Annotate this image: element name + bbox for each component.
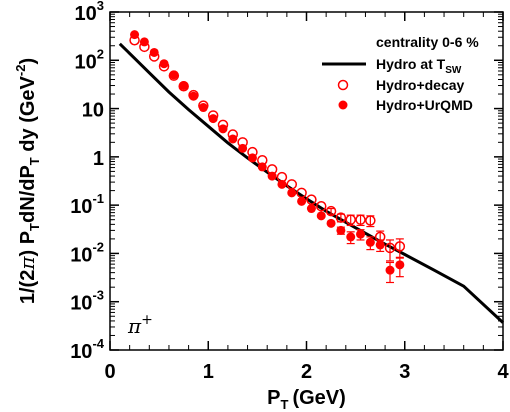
particle-annotation: π+ xyxy=(127,312,153,338)
data-point-hydro-urqmd xyxy=(287,188,297,198)
data-point-hydro-urqmd xyxy=(385,265,395,275)
data-point-hydro-urqmd xyxy=(267,171,277,181)
data-point-hydro-urqmd xyxy=(139,37,149,47)
x-axis-title: PT (GeV) xyxy=(267,387,346,412)
data-point-hydro-urqmd xyxy=(306,204,316,214)
data-point-hydro-decay xyxy=(335,212,347,223)
data-point-hydro-urqmd xyxy=(189,91,199,101)
x-tick-label: 4 xyxy=(497,361,509,383)
data-point-hydro-urqmd xyxy=(218,124,228,134)
legend-label-hydro-decay: Hydro+decay xyxy=(376,77,465,93)
y-axis-title: 1/(2π) PTdN/dPT dy (GeV-2) xyxy=(13,58,42,304)
legend-open-circle-swatch xyxy=(337,79,349,91)
x-tick-label: 2 xyxy=(301,361,312,383)
y-tick-label: 10-2 xyxy=(70,239,104,266)
y-tick-label: 10-4 xyxy=(70,336,105,363)
data-point-hydro-urqmd xyxy=(149,47,159,57)
data-point-hydro-urqmd xyxy=(159,59,169,69)
data-point-hydro-urqmd xyxy=(228,134,238,144)
y-tick-label: 102 xyxy=(75,46,104,73)
data-point-hydro-decay xyxy=(355,214,366,225)
y-tick-label: 103 xyxy=(75,0,104,25)
legend: centrality 0-6 % Hydro at TSW Hydro+deca… xyxy=(322,34,479,113)
data-point-hydro-decay xyxy=(315,200,327,212)
data-point-hydro-urqmd xyxy=(316,211,326,221)
y-tick-label: 10-1 xyxy=(70,191,104,218)
data-point-hydro-urqmd xyxy=(356,229,366,239)
data-layer xyxy=(118,30,505,324)
svg-text:1/(2π) PTdN/dPT dy (GeV-2): 1/(2π) PTdN/dPT dy (GeV-2) xyxy=(13,58,42,304)
data-point-hydro-decay xyxy=(394,241,406,252)
y-tick-label: 10 xyxy=(82,100,104,122)
legend-title: centrality 0-6 % xyxy=(376,34,479,50)
data-point-hydro-urqmd xyxy=(257,162,267,172)
data-point-hydro-urqmd xyxy=(238,143,248,153)
data-point-hydro-urqmd xyxy=(130,30,140,40)
data-point-hydro-urqmd xyxy=(277,179,287,189)
x-tick-label: 1 xyxy=(203,361,214,383)
data-point-hydro-decay xyxy=(384,242,396,254)
y-tick-label: 10-3 xyxy=(70,288,104,315)
x-tick-label: 0 xyxy=(104,361,115,383)
data-point-hydro-urqmd xyxy=(395,260,405,270)
data-point-hydro-decay xyxy=(365,215,376,226)
data-point-hydro-urqmd xyxy=(208,114,218,124)
ticks-layer xyxy=(109,11,504,351)
data-point-hydro-decay xyxy=(325,205,337,217)
legend-label-hydro-urqmd: Hydro+UrQMD xyxy=(376,97,473,113)
data-point-hydro-urqmd xyxy=(247,153,257,163)
data-point-hydro-urqmd xyxy=(179,81,189,91)
data-point-hydro-urqmd xyxy=(198,103,208,113)
data-point-hydro-decay xyxy=(345,214,356,225)
legend-label-hydro-tsw: Hydro at TSW xyxy=(376,56,462,76)
data-point-hydro-urqmd xyxy=(169,70,179,80)
x-tick-label: 3 xyxy=(399,361,410,383)
data-point-hydro-urqmd xyxy=(297,196,307,206)
y-tick-label: 1 xyxy=(93,148,104,170)
data-point-hydro-urqmd xyxy=(365,237,375,247)
data-point-hydro-urqmd xyxy=(375,240,385,250)
data-point-hydro-urqmd xyxy=(326,218,336,228)
data-point-hydro-urqmd xyxy=(346,232,356,242)
data-point-hydro-urqmd xyxy=(336,225,346,235)
legend-filled-circle-swatch xyxy=(338,100,348,110)
